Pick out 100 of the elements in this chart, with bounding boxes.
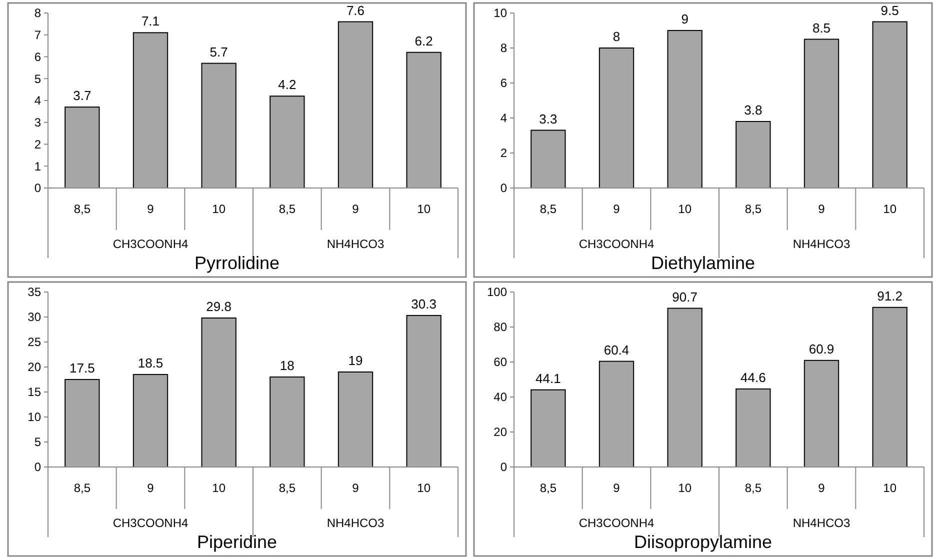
text: NH4HCO3 [792,237,850,252]
text: Diisopropylamine [634,532,772,552]
x-tick-label: 10 [212,202,226,216]
bar [804,360,840,468]
data-label: 7.6 [346,2,365,18]
data-label: 90.7 [672,289,698,304]
y-tick-label: 80 [494,320,508,334]
bar [598,360,634,468]
y-tick-label: 15 [28,385,42,400]
y-tick-label: 6 [34,50,42,64]
x-tick-label: 9 [613,202,620,216]
bar [64,379,100,468]
x-tick-label: 9 [818,202,826,216]
bar [598,48,634,188]
y-tick-label: 3 [34,116,42,130]
bar [338,21,374,188]
x-tick-label: 9 [147,202,154,216]
bar [201,62,236,188]
y-tick-label: 7 [34,28,42,42]
data-label: 9.5 [880,2,899,18]
y-tick-label: 5 [34,72,42,86]
bar [406,315,442,468]
data-label: 30.3 [411,296,436,312]
data-label: 44.1 [536,370,561,386]
text: CH3COONH4 [112,516,188,530]
x-tick-label: 9 [147,481,154,496]
x-tick-label: 8,5 [278,481,296,496]
bar [667,30,702,188]
bar [270,376,305,468]
x-tick-label: 8,5 [744,481,762,496]
x-tick-label: 10 [678,202,692,216]
text: Piperidine [196,532,278,552]
data-label: 91.2 [877,288,902,304]
text: CH3COONH4 [112,237,188,252]
text: NH4HCO3 [326,237,384,252]
x-tick-label: 8,5 [74,202,91,216]
text: Pyrrolidine [194,253,280,273]
x-tick-label: 10 [678,481,692,496]
data-label: 7.1 [141,14,160,29]
y-tick-label: 10 [28,410,42,424]
y-tick-label: 20 [494,425,508,440]
y-tick-label: 4 [500,111,508,126]
x-tick-label: 10 [212,481,226,496]
data-label: 29.8 [206,299,232,314]
data-label: 8 [612,29,620,44]
data-label: 44.6 [740,370,766,385]
text: NH4HCO3 [326,516,384,530]
y-tick-label: 6 [500,76,508,90]
y-tick-label: 2 [500,146,508,160]
x-tick-label: 9 [818,481,826,496]
y-tick-label: 25 [28,335,42,350]
data-label: 6.2 [414,33,433,48]
data-label: 5.7 [210,44,228,60]
data-label: 18.5 [138,356,164,370]
y-tick-label: 4 [34,94,42,108]
bar [736,388,771,468]
x-tick-label: 8,5 [278,202,296,216]
bar [338,372,374,468]
data-label: 3.3 [539,111,558,126]
bar [736,121,771,188]
x-tick-label: 8,5 [744,202,762,216]
y-tick-label: 20 [28,360,42,374]
y-tick-label: 0 [34,181,42,196]
data-label: 17.5 [70,360,95,376]
bar [132,32,168,188]
bar [872,21,908,188]
data-label: 60.4 [604,342,630,358]
data-label: 9 [681,12,688,26]
y-tick-label: 8 [500,41,508,56]
x-tick-label: 10 [883,481,897,496]
bar [530,389,566,468]
y-tick-label: 35 [28,285,42,300]
y-tick-label: 40 [494,390,508,404]
y-tick-label: 60 [494,355,508,370]
x-tick-label: 10 [883,202,897,216]
bar [530,130,566,188]
text: CH3COONH4 [578,516,654,530]
y-tick-label: 100 [486,285,508,300]
bar [270,96,305,188]
bar [132,374,168,468]
x-tick-label: 10 [417,202,431,216]
x-tick-label: 9 [613,481,620,496]
bar [872,306,908,468]
bar [804,38,840,188]
y-tick-label: 2 [34,137,42,152]
x-tick-label: 10 [417,481,431,496]
data-label: 4.2 [278,77,296,92]
x-tick-label: 8,5 [540,202,557,216]
y-tick-label: 8 [34,6,42,20]
y-tick-label: 0 [500,181,508,196]
y-tick-label: 0 [500,460,508,474]
data-label: 60.9 [808,341,834,356]
data-label: 8.5 [812,20,831,36]
data-label: 18 [280,358,294,373]
text: CH3COONH4 [578,237,654,252]
data-label: 3.8 [744,102,762,118]
y-tick-label: 1 [34,159,42,174]
text: Diethylamine [650,253,756,273]
bar [406,52,442,188]
bar [201,318,236,468]
